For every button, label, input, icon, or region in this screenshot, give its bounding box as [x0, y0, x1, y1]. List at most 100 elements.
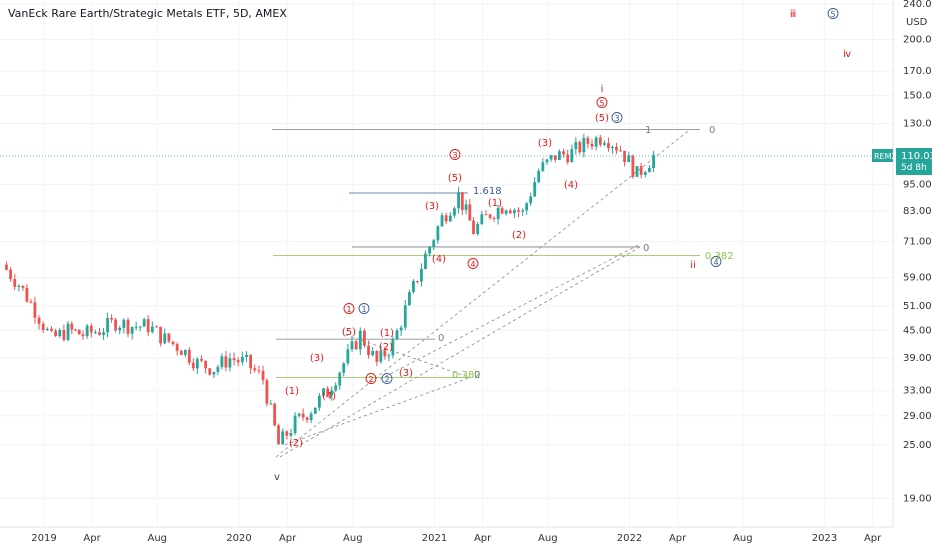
candle-body — [603, 143, 606, 145]
candle-body — [13, 278, 17, 287]
candle-body — [37, 317, 41, 324]
grid — [0, 3, 893, 499]
candle-body — [444, 215, 448, 222]
candle-body — [309, 413, 313, 421]
candle-body — [496, 208, 500, 219]
fib-label: 0 — [438, 333, 444, 344]
candle-body — [236, 360, 240, 363]
candle-body — [460, 192, 464, 210]
price-tick-label: 39.00 — [903, 353, 932, 364]
wave-label: (2) — [379, 342, 393, 353]
candle-body — [175, 343, 179, 351]
candle-body — [326, 388, 330, 396]
candle-body — [631, 155, 635, 177]
candle-body — [118, 327, 122, 331]
candle-body — [70, 323, 74, 330]
candle-body — [448, 215, 452, 222]
candle-body — [253, 368, 257, 371]
time-tick-label: Aug — [538, 533, 558, 544]
candle-body — [322, 388, 325, 396]
candle-body — [122, 319, 126, 328]
candle-body — [138, 326, 142, 328]
fib-label: 0 — [643, 243, 649, 254]
candle-body — [586, 137, 590, 144]
wave-circle — [449, 149, 461, 160]
price-tick-label: 240.00 — [903, 0, 932, 10]
candle-body — [167, 333, 171, 342]
candle-body — [367, 345, 370, 356]
time-axis: 2019 Apr Aug 2020 Apr Aug 2021 Apr Aug 2022 Apr Aug… — [0, 526, 893, 544]
candle-body — [623, 150, 626, 163]
candle-body — [533, 182, 537, 197]
wave-label: i — [601, 84, 604, 95]
candle-body — [488, 214, 492, 218]
wave-label: 5 — [830, 10, 835, 19]
candle-body — [371, 351, 375, 356]
fib-label: 0.382 — [705, 251, 734, 262]
price-tick-label: 71.00 — [903, 236, 932, 247]
candle-body — [484, 214, 488, 216]
candle-body — [187, 349, 191, 363]
candle-body — [558, 151, 561, 160]
candle-body — [74, 329, 77, 331]
wave-label: v — [274, 472, 280, 483]
time-tick-label: Aug — [147, 533, 167, 544]
time-tick-label: 2023 — [812, 533, 837, 544]
candle-body — [208, 368, 212, 375]
price-tick-label: 59.00 — [903, 272, 932, 283]
wave-label: (5) — [595, 113, 609, 124]
wave-circle — [365, 373, 377, 384]
candle-body — [305, 417, 309, 421]
candle-body — [598, 137, 602, 145]
wave-label: (4) — [322, 391, 336, 402]
wave-label: (3) — [399, 368, 413, 379]
candle-body — [619, 150, 622, 152]
wave-circle — [343, 303, 355, 314]
candle-body — [639, 166, 643, 175]
price-tick-label: 51.00 — [903, 301, 932, 312]
candle-body — [379, 350, 383, 362]
candle-body — [346, 349, 350, 364]
candle-body — [408, 292, 411, 306]
candle-body — [440, 215, 444, 227]
candle-body — [204, 360, 208, 369]
candle-body — [257, 370, 261, 372]
candle-body — [66, 323, 70, 341]
candle-body — [541, 162, 545, 171]
candle-body — [106, 317, 109, 333]
candle-body — [159, 326, 162, 344]
candle-body — [342, 363, 346, 373]
wave-label: 5 — [599, 99, 604, 108]
wave-label: 1 — [361, 305, 366, 314]
candle-body — [553, 155, 557, 160]
price-tick-label: 45.00 — [903, 325, 932, 336]
candle-body — [354, 341, 358, 350]
candle-body — [457, 192, 460, 209]
candle-body — [313, 407, 317, 414]
candle-body — [549, 155, 553, 160]
wave-circle — [827, 8, 839, 19]
time-tick-label: 2022 — [617, 533, 642, 544]
time-tick-label: 2019 — [31, 533, 56, 544]
candle-body — [285, 431, 289, 436]
last-price-box — [896, 148, 932, 176]
candle-body — [424, 253, 427, 270]
candle-body — [126, 319, 130, 334]
candle-body — [142, 319, 146, 327]
price-tick-label: 33.00 — [903, 386, 932, 397]
wave-label: (3) — [538, 138, 552, 149]
candle-body — [98, 332, 101, 335]
candle-body — [517, 210, 520, 212]
wave-label: (3) — [425, 201, 439, 212]
candle-body — [403, 305, 407, 328]
candle-body — [590, 143, 594, 147]
candle-body — [635, 166, 639, 177]
candle-body — [81, 334, 85, 337]
candle-body — [416, 280, 419, 282]
price-axis: 240.00 200.00 170.00 150.00 130.00 95.00 83.00… — [872, 0, 932, 550]
wave-label: (3) — [310, 353, 324, 364]
trend-dash — [275, 129, 691, 458]
candle-body — [17, 285, 21, 287]
wave-circle — [596, 97, 608, 108]
